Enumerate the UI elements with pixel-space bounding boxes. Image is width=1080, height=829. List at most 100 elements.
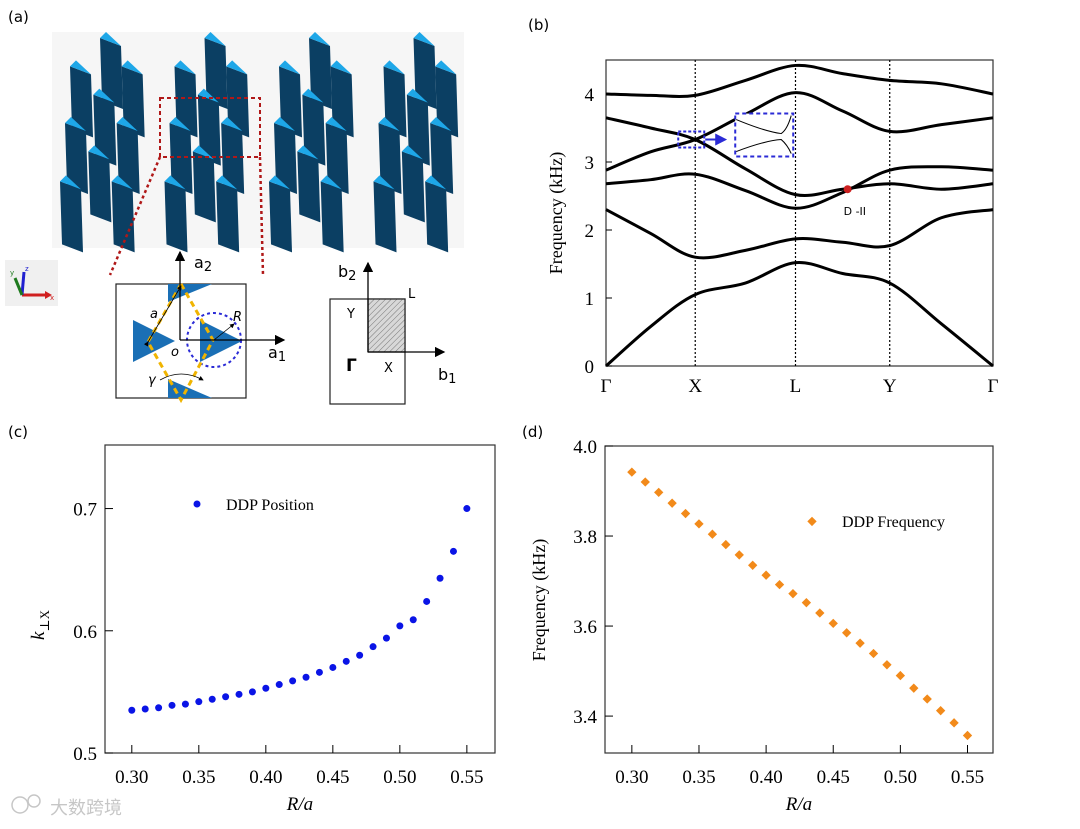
- x-axis-label: R/a: [785, 794, 812, 815]
- data-point: [382, 634, 390, 642]
- prism-cap: [274, 117, 295, 131]
- x-axis-label: R/a: [286, 794, 313, 815]
- inset-box: [734, 112, 795, 158]
- bz-point-Gamma: Γ: [346, 356, 357, 376]
- prism-cap: [325, 117, 347, 131]
- prism-body: [164, 181, 188, 253]
- panel-a: x z y a2 a1 a o R γ: [5, 32, 464, 405]
- b1-label: b1: [438, 365, 456, 387]
- unit-cell-diagram: a2 a1 a o R γ: [115, 250, 286, 404]
- prism-body: [65, 123, 88, 194]
- prism-cap: [406, 88, 428, 103]
- x-tick-label: 0.55: [951, 767, 984, 788]
- angle-label: γ: [148, 373, 157, 388]
- prism-cap: [192, 145, 214, 160]
- panel-label-a: (a): [8, 8, 29, 26]
- y-tick-label: 3.6: [573, 617, 597, 638]
- prism-cap: [93, 88, 115, 103]
- data-point: [302, 673, 310, 681]
- prism-body: [274, 123, 297, 194]
- prism-cap: [309, 32, 330, 46]
- band-line: [605, 91, 994, 172]
- data-point: [761, 570, 771, 580]
- data-point: [463, 505, 471, 513]
- triad-y-label: y: [10, 269, 14, 277]
- data-point: [181, 700, 189, 708]
- bz-point-Y: Y: [346, 307, 355, 322]
- data-point: [680, 508, 691, 519]
- legend-marker: [807, 516, 817, 527]
- dirac-point-label: D -II: [844, 205, 866, 218]
- dirac-point-marker: [843, 185, 852, 194]
- data-point: [774, 579, 785, 590]
- data-point: [329, 663, 337, 671]
- prism-cap: [320, 175, 342, 190]
- prism-cap: [413, 32, 435, 46]
- prism-cap: [401, 145, 423, 160]
- y-axis-label: Frequency (kHz): [546, 152, 567, 274]
- prism-cap: [197, 88, 219, 103]
- data-point: [369, 643, 377, 651]
- data-point: [356, 651, 364, 659]
- inset-upper-band: [736, 115, 792, 135]
- data-point: [962, 730, 973, 741]
- prism-cap: [174, 60, 196, 75]
- data-point: [449, 547, 457, 555]
- prism-body: [60, 181, 83, 253]
- data-point: [935, 706, 946, 716]
- prism-cap: [330, 60, 352, 75]
- prism-body: [383, 66, 407, 138]
- prism-cap: [297, 145, 319, 160]
- data-point: [815, 608, 825, 618]
- triad-z-label: z: [25, 265, 29, 273]
- data-point: [436, 574, 444, 582]
- chart-ddp-frequency: 0.30 0.35 0.40 0.45 0.50 0.55 3.4 3.6 3.8 4.0 R/a F…: [529, 437, 994, 815]
- prism-cap: [88, 145, 110, 160]
- data-point: [262, 684, 270, 692]
- data-point: [640, 477, 650, 487]
- data-point: [195, 698, 203, 706]
- data-point: [248, 688, 256, 696]
- panel-label-d: (d): [522, 423, 543, 441]
- x-tick-label: 0.45: [316, 767, 349, 788]
- plot-frame: [605, 59, 994, 367]
- y-axis-label: k⊥X: [28, 609, 52, 640]
- data-point: [909, 683, 919, 693]
- prism-body: [88, 151, 112, 223]
- prism-body: [302, 94, 326, 166]
- prism-cap: [221, 117, 243, 131]
- data-point: [707, 529, 718, 539]
- y-tick-label: 2: [585, 221, 595, 242]
- band-line: [605, 116, 994, 197]
- x-tick-label: 0.35: [182, 767, 215, 788]
- data-point: [882, 660, 892, 670]
- chart-ddp-position: 0.30 0.35 0.40 0.45 0.50 0.55 0.5 0.6 0.7 R/a k⊥X D…: [28, 444, 496, 815]
- prism-cap: [100, 32, 121, 46]
- data-point: [841, 628, 852, 638]
- x-tick-label: 0.40: [749, 767, 782, 788]
- x-tick-label: Γ: [988, 376, 999, 397]
- prism-cap: [60, 175, 81, 190]
- data-point: [409, 616, 417, 624]
- y-tick-label: 1: [585, 289, 595, 310]
- data-point: [895, 670, 906, 681]
- prism-body: [330, 66, 354, 138]
- data-point: [828, 618, 838, 629]
- watermark-text: 大数跨境: [50, 798, 122, 819]
- prism-body: [111, 181, 135, 253]
- bz-point-L: L: [408, 287, 416, 302]
- y-tick-label: 0.7: [73, 500, 97, 521]
- data-point: [654, 487, 664, 498]
- y-axis-label: Frequency (kHz): [529, 539, 550, 661]
- prism-body: [116, 123, 140, 194]
- zoom-box: [159, 97, 261, 158]
- prism-body: [93, 94, 117, 166]
- data-point: [721, 539, 731, 550]
- prism-body: [269, 181, 292, 253]
- watermark: 大数跨境: [11, 794, 122, 819]
- prism-body: [406, 94, 430, 166]
- y-tick-label: 4.0: [573, 437, 597, 458]
- band-line: [605, 165, 994, 210]
- band-line: [605, 261, 994, 368]
- prism-body: [320, 181, 344, 253]
